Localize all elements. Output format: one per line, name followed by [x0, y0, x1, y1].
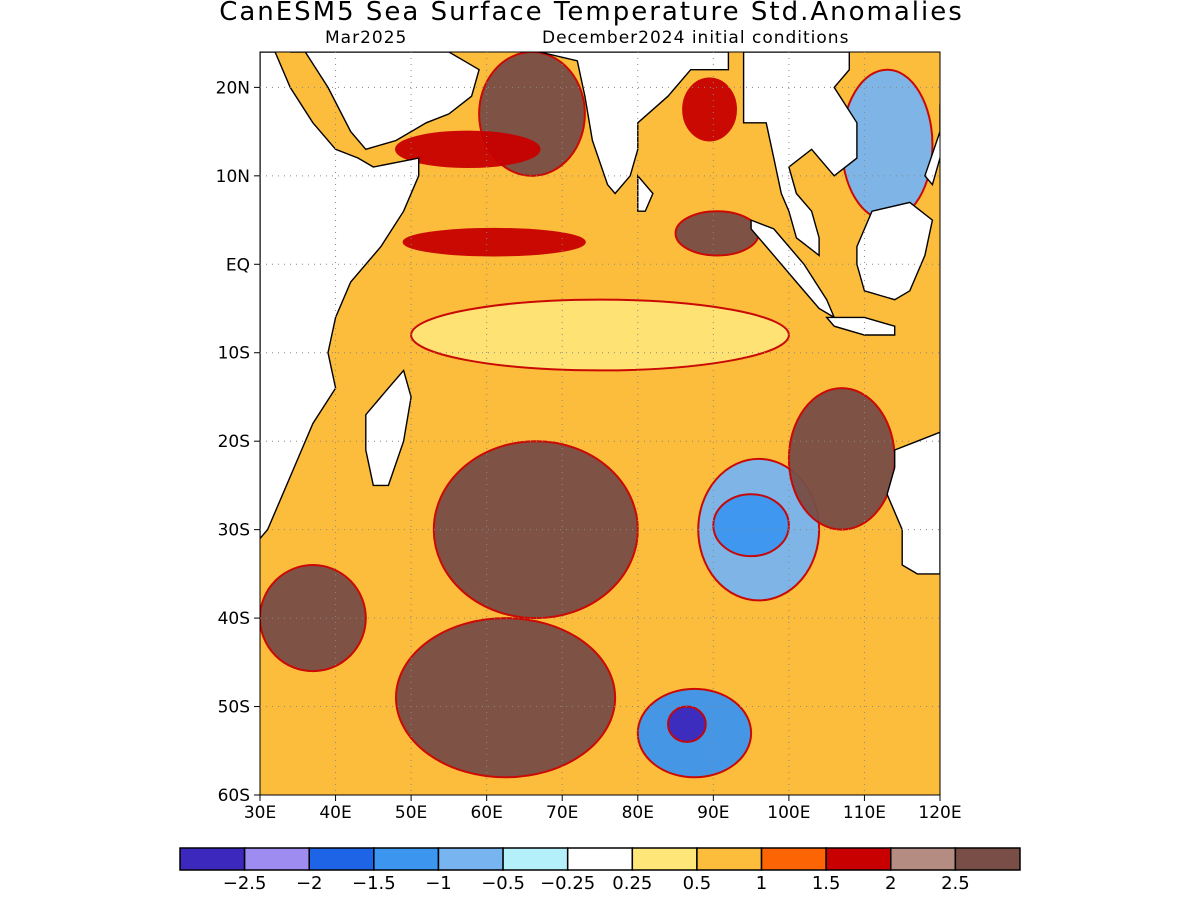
y-tick-label: 40S	[218, 609, 250, 629]
x-tick-label: 100E	[767, 803, 810, 823]
eq-band-west	[402, 227, 586, 257]
y-tick-label: 30S	[218, 521, 250, 541]
colorbar-label: 1	[756, 873, 767, 894]
west-australia-brown	[787, 387, 896, 531]
colorbar-label: −0.25	[540, 873, 595, 894]
colorbar-label: −1.5	[352, 873, 396, 894]
arabian-sea-north-warm	[395, 130, 541, 168]
colorbar-swatch	[373, 847, 440, 871]
southeast-io-cool-core	[712, 493, 790, 558]
x-tick-label: 50E	[395, 803, 427, 823]
colorbar-swatch	[308, 847, 375, 871]
map-title: CanESM5 Sea Surface Temperature Std.Anom…	[219, 0, 964, 27]
y-tick-label: 10S	[218, 344, 250, 364]
philippines-landmass	[924, 104, 940, 187]
x-tick-label: 110E	[843, 803, 886, 823]
colorbar-label: −0.5	[481, 873, 525, 894]
map-frame	[259, 51, 941, 796]
india-landmass	[539, 52, 730, 195]
y-tick-label: EQ	[226, 255, 250, 275]
color-scale-bar: −2.5 −2 −1.5 −1 −0.5 −0.25 0.25 0.5 1 1.5 2 2.5	[179, 847, 1021, 894]
colorbar-swatch	[696, 847, 763, 871]
colorbar-swatch	[825, 847, 892, 871]
init-conditions-label: December2024 initial conditions	[542, 28, 850, 48]
colorbar-label: −2	[296, 873, 323, 894]
x-tick-label: 30E	[244, 803, 276, 823]
colorbar-swatch	[954, 847, 1021, 871]
valid-month-label: Mar2025	[325, 28, 408, 48]
colorbar-label: 0.25	[612, 873, 652, 894]
south-central-brown	[432, 440, 639, 620]
madagascar-landmass	[365, 368, 412, 487]
x-tick-label: 80E	[622, 803, 654, 823]
map-plot-area	[260, 52, 940, 795]
africa-landmass	[260, 52, 420, 540]
far-southwest-brown	[260, 564, 367, 673]
colorbar-swatch	[760, 847, 827, 871]
x-tick-label: 90E	[697, 803, 729, 823]
southern-ocean-blue-core	[667, 705, 707, 743]
australia-landmass	[886, 431, 940, 575]
colorbar-swatch	[437, 847, 504, 871]
indochina-landmass	[742, 52, 858, 257]
x-tick-label: 60E	[470, 803, 502, 823]
sumatra-landmass	[750, 219, 836, 320]
central-io-light	[410, 298, 790, 372]
java-landmass	[825, 316, 896, 336]
colorbar-swatch	[502, 847, 569, 871]
y-tick-label: 20S	[218, 432, 250, 452]
colorbar-label: 1.5	[812, 873, 841, 894]
y-tick-label: 10N	[216, 167, 250, 187]
eq-band-east	[674, 210, 760, 257]
y-tick-label: 60S	[218, 786, 250, 806]
y-tick-label: 20N	[216, 78, 250, 98]
colorbar-swatch	[179, 847, 246, 871]
arabia-landmass	[290, 52, 480, 151]
colorbar-label: 2	[885, 873, 896, 894]
x-tick-label: 70E	[546, 803, 578, 823]
y-tick-label: 50S	[218, 698, 250, 718]
colorbar-swatch	[566, 847, 634, 871]
x-tick-label: 120E	[918, 803, 961, 823]
bay-of-bengal-core	[682, 77, 737, 142]
colorbar-swatch	[890, 847, 957, 871]
colorbar-swatch	[243, 847, 310, 871]
borneo-landmass	[856, 201, 934, 301]
colorbar-label: 2.5	[941, 873, 970, 894]
x-tick-label: 40E	[319, 803, 351, 823]
colorbar-label: 0.5	[683, 873, 712, 894]
colorbar-swatch	[631, 847, 698, 871]
colorbar-label: −2.5	[223, 873, 267, 894]
colorbar-label: −1	[425, 873, 452, 894]
southwest-brown	[395, 617, 617, 779]
